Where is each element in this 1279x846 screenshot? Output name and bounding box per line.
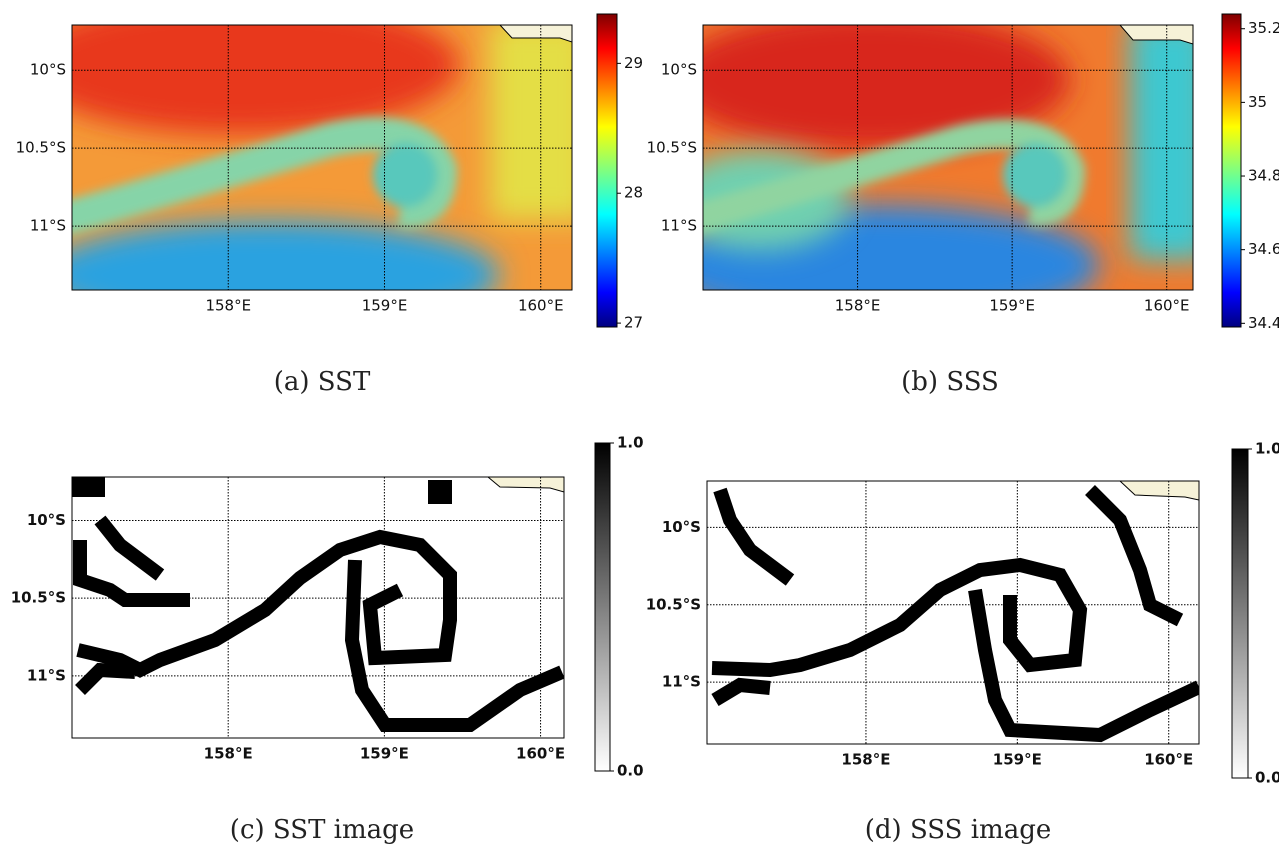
x-tick-label: 158°E: [204, 745, 253, 763]
map-frame: [71, 24, 573, 291]
sss-field: [703, 25, 1193, 290]
y-tick-label: 10°S: [662, 518, 701, 536]
caption: (d) SSS image: [865, 815, 1051, 845]
caption: (a) SST: [274, 367, 371, 397]
colorbar-tick-label: 34.4: [1248, 314, 1279, 332]
x-tick-label: 158°E: [835, 297, 881, 315]
colorbar-tick-label: 29: [624, 54, 643, 72]
y-tick-label: 10.5°S: [16, 139, 66, 157]
y-tick-label: 10°S: [30, 61, 66, 79]
colorbar-tick-label: 34.8: [1248, 167, 1279, 185]
colorbar: [596, 13, 618, 328]
y-tick-label: 10°S: [661, 61, 697, 79]
colorbar-tick-label: 0.0: [1255, 769, 1279, 787]
y-tick-label: 11°S: [662, 673, 701, 691]
sst-field: [72, 25, 572, 290]
caption: (b) SSS: [901, 367, 999, 397]
colorbar-tick-label: 0.0: [617, 762, 644, 780]
x-tick-label: 160°E: [516, 745, 565, 763]
map-frame: [71, 476, 565, 739]
y-tick-label: 10.5°S: [11, 589, 66, 607]
sst-binary: [72, 477, 564, 738]
colorbar-tick-label: 1.0: [1255, 440, 1279, 458]
x-tick-label: 160°E: [518, 297, 564, 315]
y-tick-label: 11°S: [30, 217, 66, 235]
colorbar: [1221, 13, 1242, 328]
colorbar: [1231, 448, 1249, 779]
map-frame: [702, 24, 1194, 291]
y-tick-label: 10.5°S: [647, 139, 697, 157]
y-tick-label: 10.5°S: [646, 595, 701, 613]
x-tick-label: 159°E: [362, 297, 408, 315]
y-tick-label: 11°S: [27, 666, 66, 684]
x-tick-label: 159°E: [993, 751, 1042, 769]
colorbar-tick-label: 35.2: [1248, 19, 1279, 37]
sss-binary: [707, 481, 1199, 744]
x-tick-label: 160°E: [1144, 751, 1193, 769]
colorbar-tick-label: 1.0: [617, 434, 644, 452]
colorbar-tick-label: 34.6: [1248, 240, 1279, 258]
map-frame: [706, 480, 1200, 745]
x-tick-label: 159°E: [360, 745, 409, 763]
colorbar-tick-label: 28: [624, 184, 643, 202]
x-tick-label: 158°E: [205, 297, 251, 315]
y-tick-label: 11°S: [661, 217, 697, 235]
caption: (c) SST image: [230, 815, 414, 845]
y-tick-label: 10°S: [27, 511, 66, 529]
x-tick-label: 159°E: [989, 297, 1035, 315]
colorbar-tick-label: 27: [624, 314, 643, 332]
x-tick-label: 158°E: [841, 751, 890, 769]
x-tick-label: 160°E: [1144, 297, 1190, 315]
colorbar-tick-label: 35: [1248, 93, 1267, 111]
colorbar: [594, 442, 611, 772]
